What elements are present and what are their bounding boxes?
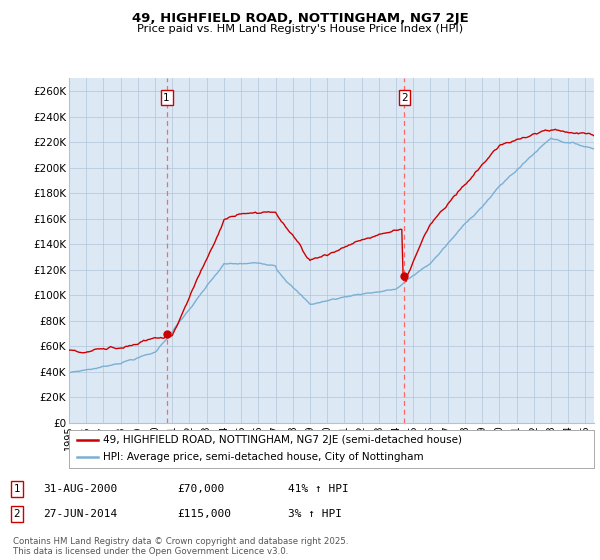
Text: 27-JUN-2014: 27-JUN-2014: [43, 509, 118, 519]
Text: 1: 1: [13, 484, 20, 494]
Text: Contains HM Land Registry data © Crown copyright and database right 2025.
This d: Contains HM Land Registry data © Crown c…: [13, 536, 349, 556]
Text: 31-AUG-2000: 31-AUG-2000: [43, 484, 118, 494]
Text: £70,000: £70,000: [177, 484, 224, 494]
Text: 2: 2: [401, 92, 408, 102]
Text: Price paid vs. HM Land Registry's House Price Index (HPI): Price paid vs. HM Land Registry's House …: [137, 24, 463, 34]
Text: 3% ↑ HPI: 3% ↑ HPI: [288, 509, 342, 519]
Text: 41% ↑ HPI: 41% ↑ HPI: [288, 484, 349, 494]
Text: £115,000: £115,000: [177, 509, 231, 519]
Text: 49, HIGHFIELD ROAD, NOTTINGHAM, NG7 2JE: 49, HIGHFIELD ROAD, NOTTINGHAM, NG7 2JE: [131, 12, 469, 25]
Text: 2: 2: [13, 509, 20, 519]
Text: 49, HIGHFIELD ROAD, NOTTINGHAM, NG7 2JE (semi-detached house): 49, HIGHFIELD ROAD, NOTTINGHAM, NG7 2JE …: [103, 435, 462, 445]
Text: HPI: Average price, semi-detached house, City of Nottingham: HPI: Average price, semi-detached house,…: [103, 452, 424, 463]
Text: 1: 1: [163, 92, 170, 102]
